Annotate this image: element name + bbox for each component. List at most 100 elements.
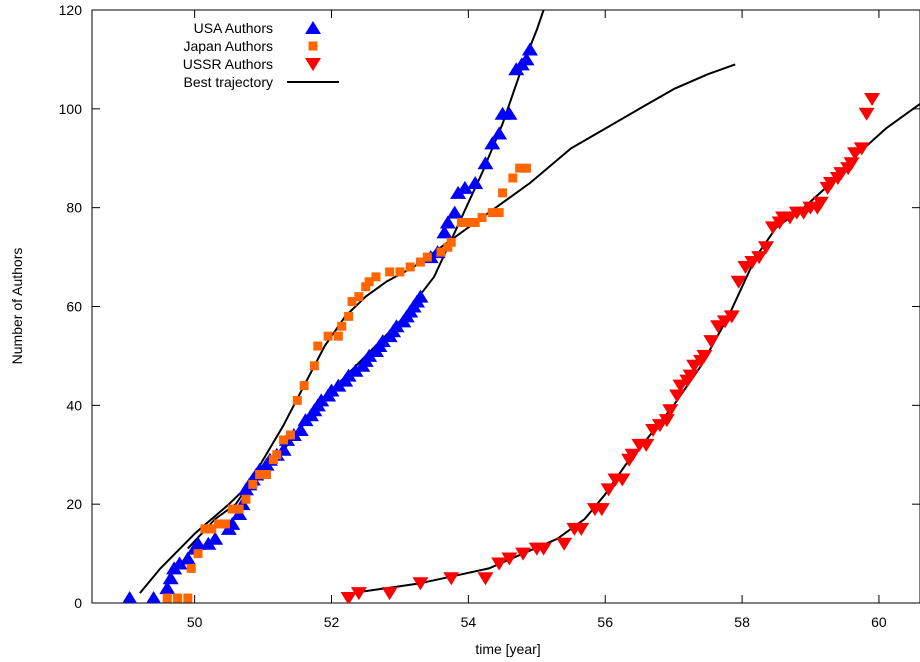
usa-authors-point [477, 156, 494, 170]
trajectory-lines [139, 10, 920, 595]
japan-authors-point [323, 331, 333, 341]
japan-authors-point [515, 163, 525, 173]
ussr-authors-point [501, 552, 518, 566]
usa-authors-point [292, 423, 309, 437]
ussr-authors-point [703, 335, 720, 349]
ussr-authors-point [638, 438, 655, 452]
ussr-authors-point [682, 369, 699, 383]
ussr-authors-point [593, 503, 610, 517]
usa-authors-point [412, 289, 429, 303]
japan-authors-point [234, 504, 244, 514]
japan-authors-point [508, 173, 518, 183]
ussr-authors-point [843, 157, 860, 171]
usa-authors-point [518, 52, 535, 66]
usa-authors-point [171, 556, 188, 570]
japan-authors-point [457, 217, 467, 227]
japan-authors-point [285, 430, 295, 440]
x-tick-label: 58 [734, 614, 750, 630]
japan-authors-point [313, 341, 323, 351]
japan-authors-point [261, 470, 271, 480]
ussr-authors-point [614, 473, 631, 487]
legend-marker [305, 21, 321, 34]
ussr-authors-point [723, 310, 740, 324]
japan-authors-point [494, 208, 504, 218]
ussr-authors-point [853, 142, 870, 156]
japan-authors-point [405, 262, 415, 272]
ussr-authors-point [624, 448, 641, 462]
japan-authors-point [214, 519, 224, 529]
usa-authors-point [159, 581, 176, 595]
japan-authors-point [186, 563, 196, 573]
japan-authors-point [422, 252, 432, 262]
japan-authors-point [255, 470, 265, 480]
x-tick-label: 54 [461, 614, 477, 630]
legend-label: Japan Authors [183, 38, 273, 54]
y-tick-label: 100 [59, 101, 83, 117]
y-tick-label: 80 [66, 200, 82, 216]
japan-authors-point [200, 524, 210, 534]
legend-label: USSR Authors [183, 56, 273, 72]
japan-authors-point [207, 524, 217, 534]
japan-authors-point [272, 450, 282, 460]
ussr-authors-point [696, 349, 713, 363]
japan-authors-point [347, 297, 357, 307]
axes: 50 52 54 56 58 60 0 20 40 60 80 100 120 [59, 2, 920, 630]
ussr-authors-point [340, 592, 357, 603]
japan-authors-point [415, 257, 425, 267]
legend-marker [305, 58, 321, 71]
usa-authors-point [501, 106, 518, 120]
japan-authors-point [446, 237, 456, 247]
usa-authors-point [190, 536, 207, 550]
ussr-authors-point [600, 483, 617, 497]
x-tick-label: 60 [871, 614, 887, 630]
ussr-authors-point [491, 557, 508, 571]
ussr-authors-point [858, 107, 875, 121]
japan-authors-point [487, 208, 497, 218]
japan-authors-point [248, 479, 258, 489]
ussr-authors-point [751, 251, 768, 265]
japan-authors-point [333, 331, 343, 341]
ussr-authors-point [573, 522, 590, 536]
usa-authors-point [436, 225, 453, 239]
ussr-authors-point [662, 404, 679, 418]
x-tick-label: 52 [324, 614, 340, 630]
usa-authors-point [446, 205, 463, 219]
y-tick-label: 20 [66, 496, 82, 512]
japan-authors-point [371, 272, 381, 282]
ussr-authors-point [515, 547, 532, 561]
usa-authors-point [467, 175, 484, 189]
japan-authors-point [193, 549, 203, 559]
japan-authors-point [354, 292, 364, 302]
japan-authors-point [498, 188, 508, 198]
legend: USA Authors Japan Authors USSR Authors Best… [183, 20, 339, 90]
japan-authors-point [220, 519, 230, 529]
y-tick-label: 40 [66, 397, 82, 413]
japan-authors-point [477, 213, 487, 223]
usa-authors-point [179, 551, 196, 565]
usa-authors-point [521, 42, 538, 56]
y-tick-label: 120 [59, 2, 83, 18]
y-tick-label: 60 [66, 299, 82, 315]
legend-marker [308, 41, 318, 51]
japan-authors-point [364, 277, 374, 287]
usa-authors-point [439, 215, 456, 229]
ussr-authors-point [412, 577, 429, 591]
japan-authors-point [337, 321, 347, 331]
y-axis-label: Number of Authors [9, 248, 25, 365]
japan-authors-point [279, 435, 289, 445]
ussr-authors-point [669, 389, 686, 403]
usa-authors-point [122, 591, 137, 603]
x-tick-label: 50 [187, 614, 203, 630]
ussr-authors-point [381, 587, 398, 601]
y-tick-label: 0 [74, 595, 82, 611]
japan-authors-point [173, 593, 183, 603]
usa-authors-point [207, 531, 224, 545]
data-points [122, 42, 881, 603]
japan-authors-point [470, 217, 480, 227]
japan-authors-point [292, 395, 302, 405]
japan-authors-point [299, 381, 309, 391]
trajectory-line-1 [139, 10, 545, 594]
usa-authors-point [484, 136, 501, 150]
japan-authors-point [162, 593, 172, 603]
